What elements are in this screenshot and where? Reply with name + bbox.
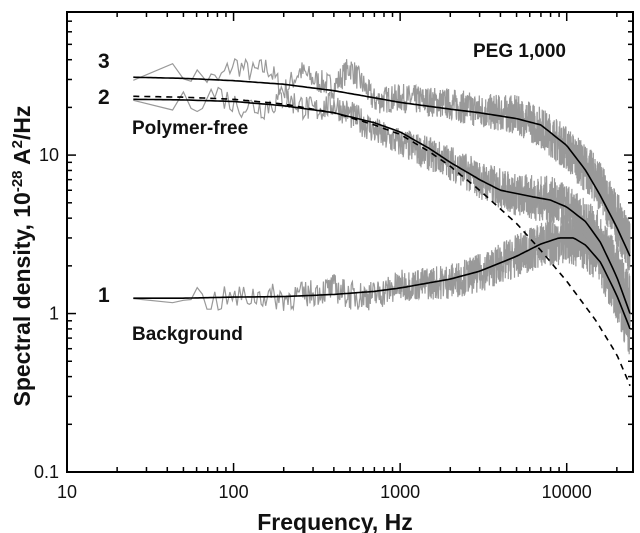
- y-tick-label: 10: [39, 145, 59, 165]
- annotation-background: Background: [132, 324, 243, 345]
- annotation-peg: PEG 1,000: [473, 41, 566, 62]
- axis-tick-labels: 10 100 1000 10000 0.1 1 10: [34, 145, 592, 502]
- y-tick-label: 1: [49, 304, 59, 324]
- curve-label-1: 1: [98, 284, 110, 307]
- series-polymer_free_fit: [133, 95, 631, 387]
- series-data_3: [133, 57, 631, 274]
- y-tick-label: 0.1: [34, 462, 59, 482]
- annotation-polymer-free: Polymer-free: [132, 118, 248, 139]
- series-fit_1: [133, 237, 631, 330]
- x-tick-label: 100: [219, 482, 249, 502]
- series-fit_3: [133, 76, 631, 257]
- x-tick-label: 10000: [542, 482, 592, 502]
- x-tick-label: 1000: [380, 482, 420, 502]
- x-tick-label: 10: [57, 482, 77, 502]
- axis-ticks: [66, 11, 633, 473]
- y-axis-title: Spectral density, 10-28 A2/Hz: [9, 105, 36, 406]
- x-axis-title: Frequency, Hz: [257, 509, 413, 533]
- curve-label-3: 3: [98, 50, 110, 73]
- curve-label-2: 2: [98, 86, 110, 109]
- series-layer: [133, 57, 631, 387]
- series-fit_2: [133, 98, 631, 314]
